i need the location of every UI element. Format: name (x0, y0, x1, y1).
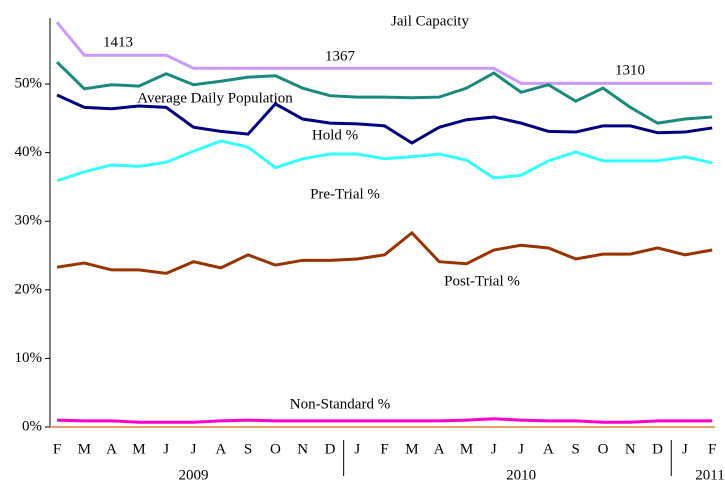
y-tick-label: 40% (15, 144, 43, 160)
annotation: 1310 (615, 62, 645, 78)
x-tick-label: M (405, 441, 418, 457)
series-label: Pre-Trial % (310, 186, 380, 202)
x-tick-label: F (380, 441, 388, 457)
x-tick-label: D (325, 441, 336, 457)
series-label: Post-Trial % (444, 273, 520, 289)
x-tick-label: M (460, 441, 473, 457)
x-tick-label: D (652, 441, 663, 457)
y-tick-label: 50% (15, 75, 43, 91)
x-tick-label: J (354, 441, 360, 457)
x-tick-label: F (53, 441, 61, 457)
year-label: 2009 (179, 467, 209, 483)
x-tick-label: A (543, 441, 554, 457)
series-label: Hold % (312, 127, 358, 143)
series-line (56, 139, 713, 183)
y-tick-label: 10% (15, 350, 43, 366)
series-line (55, 21, 713, 85)
annotation: 1367 (325, 48, 356, 64)
series-label: Average Daily Population (137, 90, 293, 106)
series-line (56, 93, 713, 145)
x-tick-label: J (191, 441, 197, 457)
series-line (56, 417, 713, 424)
annotation: 1413 (103, 34, 133, 50)
x-tick-label: O (598, 441, 609, 457)
series-label: Jail Capacity (391, 13, 469, 29)
x-tick-label: A (106, 441, 117, 457)
x-tick-label: M (132, 441, 145, 457)
series-label: Non-Standard % (290, 396, 390, 412)
series-line (56, 230, 713, 275)
x-tick-label: N (625, 441, 636, 457)
y-tick-label: 0% (22, 418, 42, 434)
year-label: 2011 (695, 467, 724, 483)
x-tick-label: J (491, 441, 497, 457)
y-tick-label: 30% (15, 213, 43, 229)
x-tick-label: A (215, 441, 226, 457)
x-tick-label: J (163, 441, 169, 457)
x-tick-label: M (78, 441, 91, 457)
y-tick-label: 20% (15, 281, 43, 297)
year-label: 2010 (506, 467, 536, 483)
x-tick-label: S (572, 441, 580, 457)
x-tick-label: O (270, 441, 281, 457)
x-tick-label: J (518, 441, 524, 457)
x-tick-label: J (682, 441, 688, 457)
x-tick-label: S (244, 441, 252, 457)
x-tick-label: N (297, 441, 308, 457)
x-tick-label: F (708, 441, 716, 457)
x-tick-label: A (434, 441, 445, 457)
series-line (55, 61, 713, 125)
